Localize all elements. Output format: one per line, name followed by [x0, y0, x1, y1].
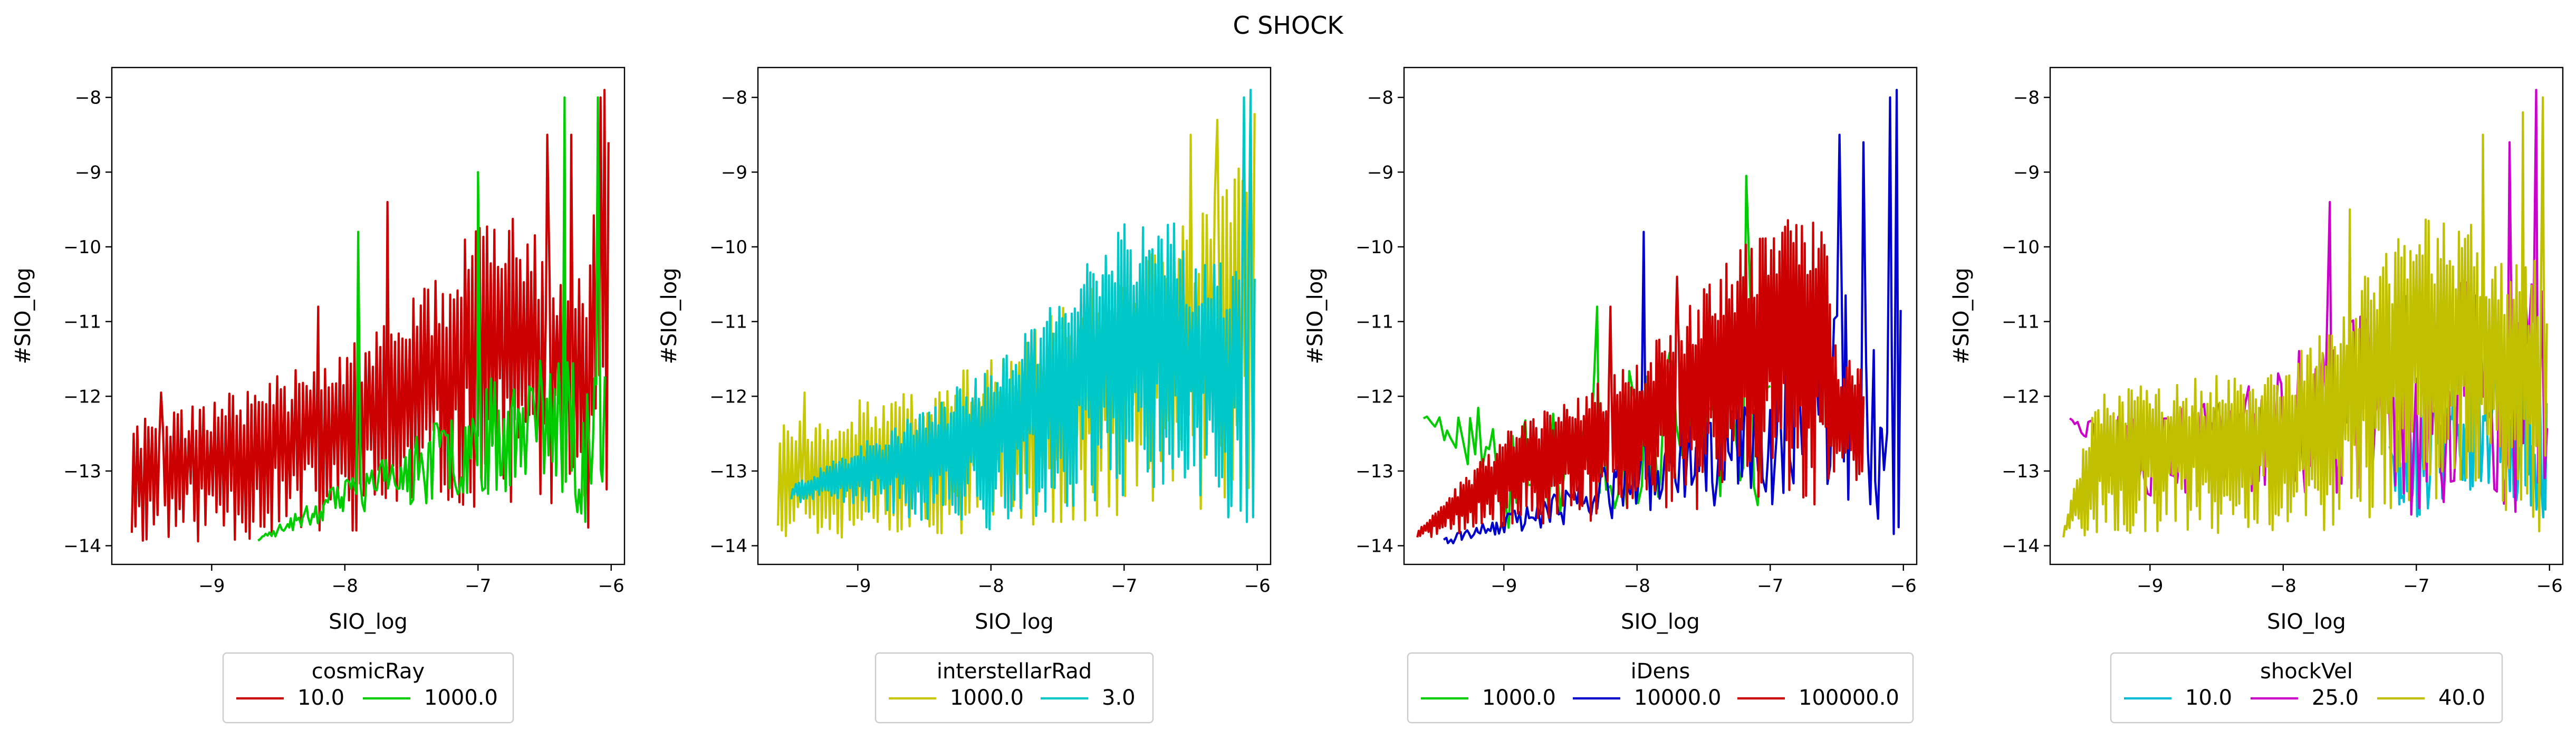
- x-tick-label: −9: [198, 575, 225, 597]
- y-tick-label: −13: [709, 461, 747, 482]
- x-tick-label: −7: [1757, 575, 1783, 597]
- x-tick-label: −7: [465, 575, 491, 597]
- y-tick-label: −10: [1356, 237, 1393, 258]
- y-tick-label: −14: [2002, 536, 2040, 557]
- x-tick-label: −6: [598, 575, 624, 597]
- legend-entry-label: 10000.0: [1634, 686, 1721, 710]
- legend-entry-label: 1000.0: [950, 686, 1024, 710]
- series-line-100000.0: [1416, 219, 1865, 538]
- plot-frame: [2049, 66, 2564, 565]
- x-tick-label: −7: [2403, 575, 2429, 597]
- legend-entry-label: 3.0: [1102, 686, 1136, 710]
- legend-shockVel: shockVel 10.0 25.0 40.0: [2110, 652, 2503, 724]
- y-tick-label: −12: [709, 386, 747, 407]
- y-tick-label: −13: [1356, 461, 1393, 482]
- y-axis-label: #SIO_log: [1949, 267, 1974, 364]
- y-tick-label: −14: [1356, 536, 1393, 557]
- series-group: [2062, 89, 2549, 538]
- y-tick-label: −8: [2013, 88, 2040, 109]
- legend-entry-label: 100000.0: [1799, 686, 1899, 710]
- x-tick-label: −8: [2270, 575, 2296, 597]
- y-tick-label: −10: [2002, 237, 2040, 258]
- x-tick-label: −8: [332, 575, 358, 597]
- x-tick-label: −6: [1890, 575, 1917, 597]
- x-tick-label: −7: [1111, 575, 1137, 597]
- x-tick-label: −9: [2137, 575, 2163, 597]
- plot-frame: [111, 66, 626, 565]
- x-tick-label: −8: [978, 575, 1004, 597]
- series-group: [1416, 89, 1902, 544]
- x-tick-label: −9: [844, 575, 871, 597]
- chart-panel-iDens: −9 −8 −7 −6 −14 −13 −12 −11 −10 −9 −8 SIO_log #SIO_l…: [1303, 66, 1918, 724]
- chart-panel-cosmicRay: −9 −8 −7 −6 −14 −13 −12 −11 −10 −9 −8 SIO_log #SIO_l…: [11, 66, 626, 724]
- y-axis-label: #SIO_log: [1303, 267, 1328, 364]
- legend-entry-label: 1000.0: [1482, 686, 1556, 710]
- legend-title: cosmicRay: [312, 659, 425, 684]
- chart-panel-shockVel: −9 −8 −7 −6 −14 −13 −12 −11 −10 −9 −8 SIO_log #SIO_l…: [1949, 66, 2564, 724]
- y-tick-label: −8: [75, 88, 101, 109]
- y-tick-label: −9: [1367, 162, 1393, 183]
- y-tick-label: −11: [2002, 312, 2040, 333]
- legend-title: iDens: [1631, 659, 1690, 684]
- y-tick-label: −12: [2002, 386, 2040, 407]
- legend-entry-label: 10.0: [297, 686, 344, 710]
- legend-entry-label: 10.0: [2185, 686, 2232, 710]
- y-tick-label: −9: [721, 162, 747, 183]
- y-tick-label: −8: [1367, 88, 1393, 109]
- chart-panel-interstellarRad: −9 −8 −7 −6 −14 −13 −12 −11 −10 −9 −8 SIO_log #SIO_l…: [657, 66, 1272, 724]
- legend-box: [2110, 652, 2503, 724]
- legend-entry-label: 40.0: [2438, 686, 2485, 710]
- y-tick-label: −10: [709, 237, 747, 258]
- plot-frame: [1403, 66, 1918, 565]
- y-tick-label: −13: [63, 461, 101, 482]
- legend-box: [1407, 652, 1914, 724]
- y-tick-label: −14: [63, 536, 101, 557]
- legend-iDens: iDens 1000.0 10000.0 100000.0: [1407, 652, 1914, 724]
- y-tick-label: −10: [63, 237, 101, 258]
- x-axis-label: SIO_log: [329, 610, 408, 634]
- legend-title: interstellarRad: [937, 659, 1092, 684]
- series-group: [130, 89, 610, 543]
- series-group: [776, 89, 1256, 539]
- x-axis-label: SIO_log: [2267, 610, 2346, 634]
- x-tick-label: −9: [1491, 575, 1517, 597]
- y-tick-label: −11: [1356, 312, 1393, 333]
- series-line-40.0: [2062, 96, 2548, 538]
- x-axis-label: SIO_log: [1621, 610, 1700, 634]
- y-tick-label: −12: [1356, 386, 1393, 407]
- y-axis-label: #SIO_log: [657, 267, 681, 364]
- plot-frame: [757, 66, 1272, 565]
- legend-title: shockVel: [2260, 659, 2353, 684]
- y-tick-label: −13: [2002, 461, 2040, 482]
- x-axis-label: SIO_log: [975, 610, 1054, 634]
- y-tick-label: −12: [63, 386, 101, 407]
- x-tick-label: −6: [1244, 575, 1271, 597]
- x-tick-label: −6: [2536, 575, 2563, 597]
- legend-entry-label: 1000.0: [424, 686, 498, 710]
- series-line-1000.0: [257, 96, 606, 542]
- y-tick-label: −11: [63, 312, 101, 333]
- series-line-3.0: [790, 89, 1256, 531]
- y-tick-label: −11: [709, 312, 747, 333]
- y-tick-label: −9: [2013, 162, 2040, 183]
- x-tick-label: −8: [1624, 575, 1650, 597]
- legend-entry-label: 25.0: [2312, 686, 2359, 710]
- legend-box: [222, 652, 514, 724]
- y-axis-label: #SIO_log: [11, 267, 35, 364]
- y-tick-label: −14: [709, 536, 747, 557]
- y-tick-label: −8: [721, 88, 747, 109]
- y-tick-label: −9: [75, 162, 101, 183]
- legend-box: [874, 652, 1154, 724]
- figure-title: C SHOCK: [1233, 11, 1344, 40]
